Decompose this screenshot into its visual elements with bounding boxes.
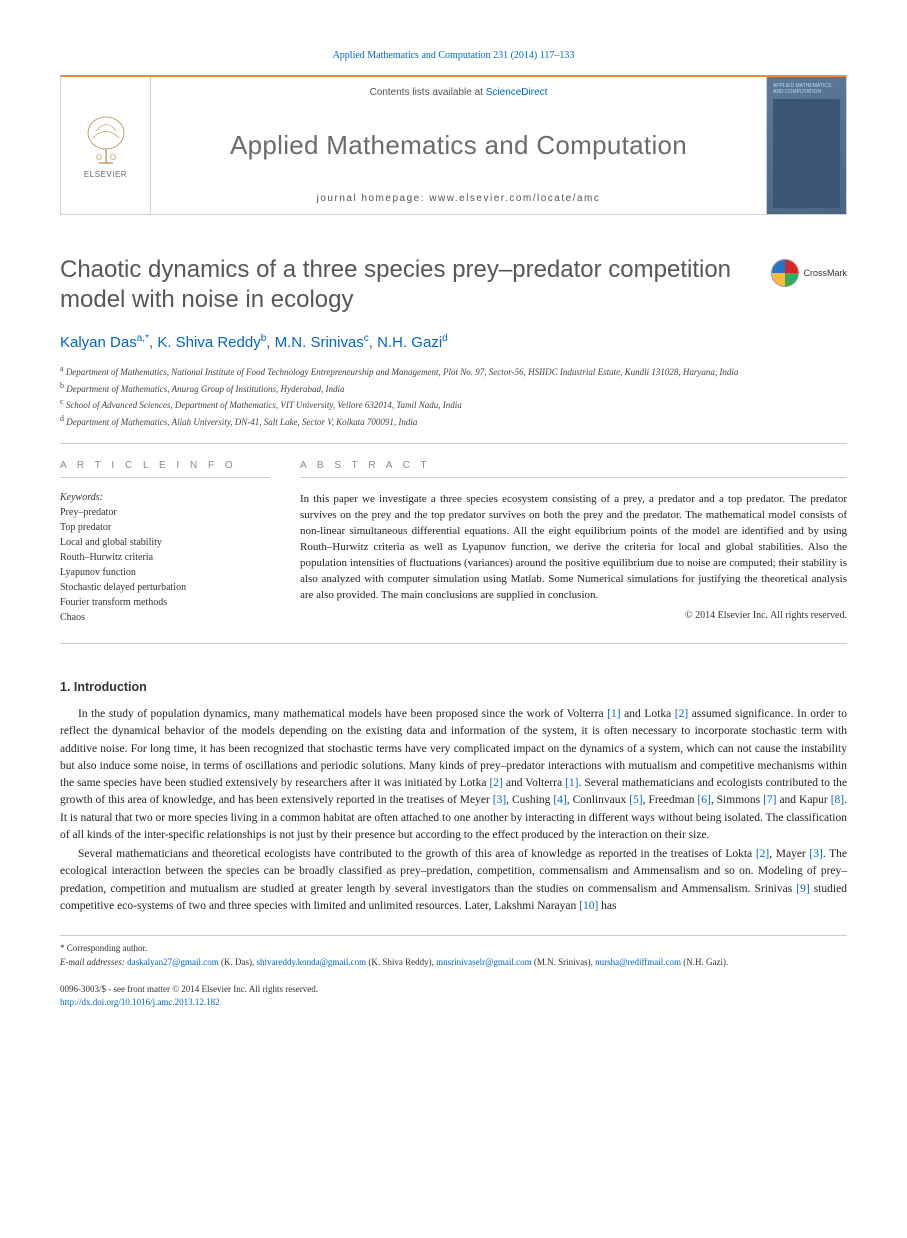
publisher-logo-box: ELSEVIER	[61, 77, 151, 214]
ref-link[interactable]: [8]	[831, 794, 844, 806]
article-info-heading: A R T I C L E I N F O	[60, 460, 270, 478]
author-link[interactable]: N.H. Gazi	[377, 334, 442, 351]
email-link[interactable]: daskalyan27@gmail.com	[127, 957, 219, 967]
keywords-list: Prey–predator Top predator Local and glo…	[60, 505, 270, 625]
keyword: Routh–Hurwitz criteria	[60, 550, 270, 565]
journal-cover-thumb: APPLIED MATHEMATICS AND COMPUTATION	[766, 77, 846, 214]
cover-image	[773, 99, 840, 208]
ref-link[interactable]: [3]	[809, 848, 822, 860]
masthead: ELSEVIER Contents lists available at Sci…	[60, 75, 847, 215]
ref-link[interactable]: [1]	[607, 708, 620, 720]
author-sup: b	[261, 333, 267, 344]
affiliations: a Department of Mathematics, National In…	[60, 363, 847, 429]
footnotes: * Corresponding author. E-mail addresses…	[60, 935, 847, 969]
ref-link[interactable]: [10]	[579, 900, 598, 912]
abstract-column: A B S T R A C T In this paper we investi…	[300, 460, 847, 625]
ref-link[interactable]: [2]	[489, 777, 502, 789]
ref-link[interactable]: [6]	[697, 794, 710, 806]
abstract-heading: A B S T R A C T	[300, 460, 847, 478]
doi-link[interactable]: http://dx.doi.org/10.1016/j.amc.2013.12.…	[60, 997, 220, 1007]
email-line: E-mail addresses: daskalyan27@gmail.com …	[60, 956, 847, 970]
affiliation: Department of Mathematics, Aliah Univers…	[66, 417, 417, 427]
article-title: Chaotic dynamics of a three species prey…	[60, 255, 751, 315]
contents-line: Contents lists available at ScienceDirec…	[151, 87, 766, 98]
ref-link[interactable]: [9]	[796, 883, 809, 895]
author-sup: a,	[137, 333, 145, 344]
email-link[interactable]: nursha@rediffmail.com	[595, 957, 681, 967]
publisher-name: ELSEVIER	[84, 170, 127, 179]
email-link[interactable]: shivareddy.konda@gmail.com	[256, 957, 366, 967]
crossmark-label: CrossMark	[803, 268, 847, 278]
elsevier-tree-icon	[81, 113, 131, 168]
abstract-copyright: © 2014 Elsevier Inc. All rights reserved…	[300, 610, 847, 621]
affiliation: School of Advanced Sciences, Department …	[66, 400, 462, 410]
author-list: Kalyan Dasa,*, K. Shiva Reddyb, M.N. Sri…	[60, 333, 847, 351]
ref-link[interactable]: [2]	[675, 708, 688, 720]
paragraph: In the study of population dynamics, man…	[60, 706, 847, 844]
ref-link[interactable]: [1]	[565, 777, 578, 789]
section-heading: 1. Introduction	[60, 680, 847, 694]
corr-author-note: * Corresponding author.	[60, 942, 847, 956]
keyword: Top predator	[60, 520, 270, 535]
affiliation: Department of Mathematics, Anurag Group …	[66, 384, 344, 394]
article-info-column: A R T I C L E I N F O Keywords: Prey–pre…	[60, 460, 270, 625]
journal-name: Applied Mathematics and Computation	[151, 130, 766, 161]
contents-prefix: Contents lists available at	[370, 87, 486, 98]
author-sup: c	[364, 333, 369, 344]
ref-link[interactable]: [5]	[629, 794, 642, 806]
keyword: Local and global stability	[60, 535, 270, 550]
author-link[interactable]: M.N. Srinivas	[275, 334, 364, 351]
keywords-label: Keywords:	[60, 492, 270, 503]
keyword: Lyapunov function	[60, 565, 270, 580]
author-link[interactable]: Kalyan Das	[60, 334, 137, 351]
ref-link[interactable]: [7]	[763, 794, 776, 806]
front-matter-line: 0096-3003/$ - see front matter © 2014 El…	[60, 983, 847, 996]
abstract-text: In this paper we investigate a three spe…	[300, 492, 847, 604]
keyword: Stochastic delayed perturbation	[60, 580, 270, 595]
crossmark-icon	[771, 259, 799, 287]
author-sup: d	[442, 333, 448, 344]
ref-link[interactable]: [4]	[553, 794, 566, 806]
ref-link[interactable]: [2]	[756, 848, 769, 860]
affiliation: Department of Mathematics, National Inst…	[66, 367, 739, 377]
crossmark-widget[interactable]: CrossMark	[771, 259, 847, 287]
corr-star[interactable]: *	[145, 333, 149, 344]
ref-link[interactable]: [3]	[493, 794, 506, 806]
masthead-center: Contents lists available at ScienceDirec…	[151, 77, 766, 214]
keyword: Prey–predator	[60, 505, 270, 520]
bottom-block: 0096-3003/$ - see front matter © 2014 El…	[60, 983, 847, 1008]
journal-homepage: journal homepage: www.elsevier.com/locat…	[151, 193, 766, 204]
body-text: In the study of population dynamics, man…	[60, 706, 847, 915]
keyword: Chaos	[60, 610, 270, 625]
email-label: E-mail addresses:	[60, 957, 127, 967]
header-citation[interactable]: Applied Mathematics and Computation 231 …	[60, 50, 847, 61]
email-link[interactable]: mnsrinivaselr@gmail.com	[436, 957, 532, 967]
paragraph: Several mathematicians and theoretical e…	[60, 846, 847, 915]
keyword: Fourier transform methods	[60, 595, 270, 610]
author-link[interactable]: K. Shiva Reddy	[157, 334, 260, 351]
sciencedirect-link[interactable]: ScienceDirect	[486, 87, 548, 98]
cover-title: APPLIED MATHEMATICS AND COMPUTATION	[773, 83, 840, 95]
